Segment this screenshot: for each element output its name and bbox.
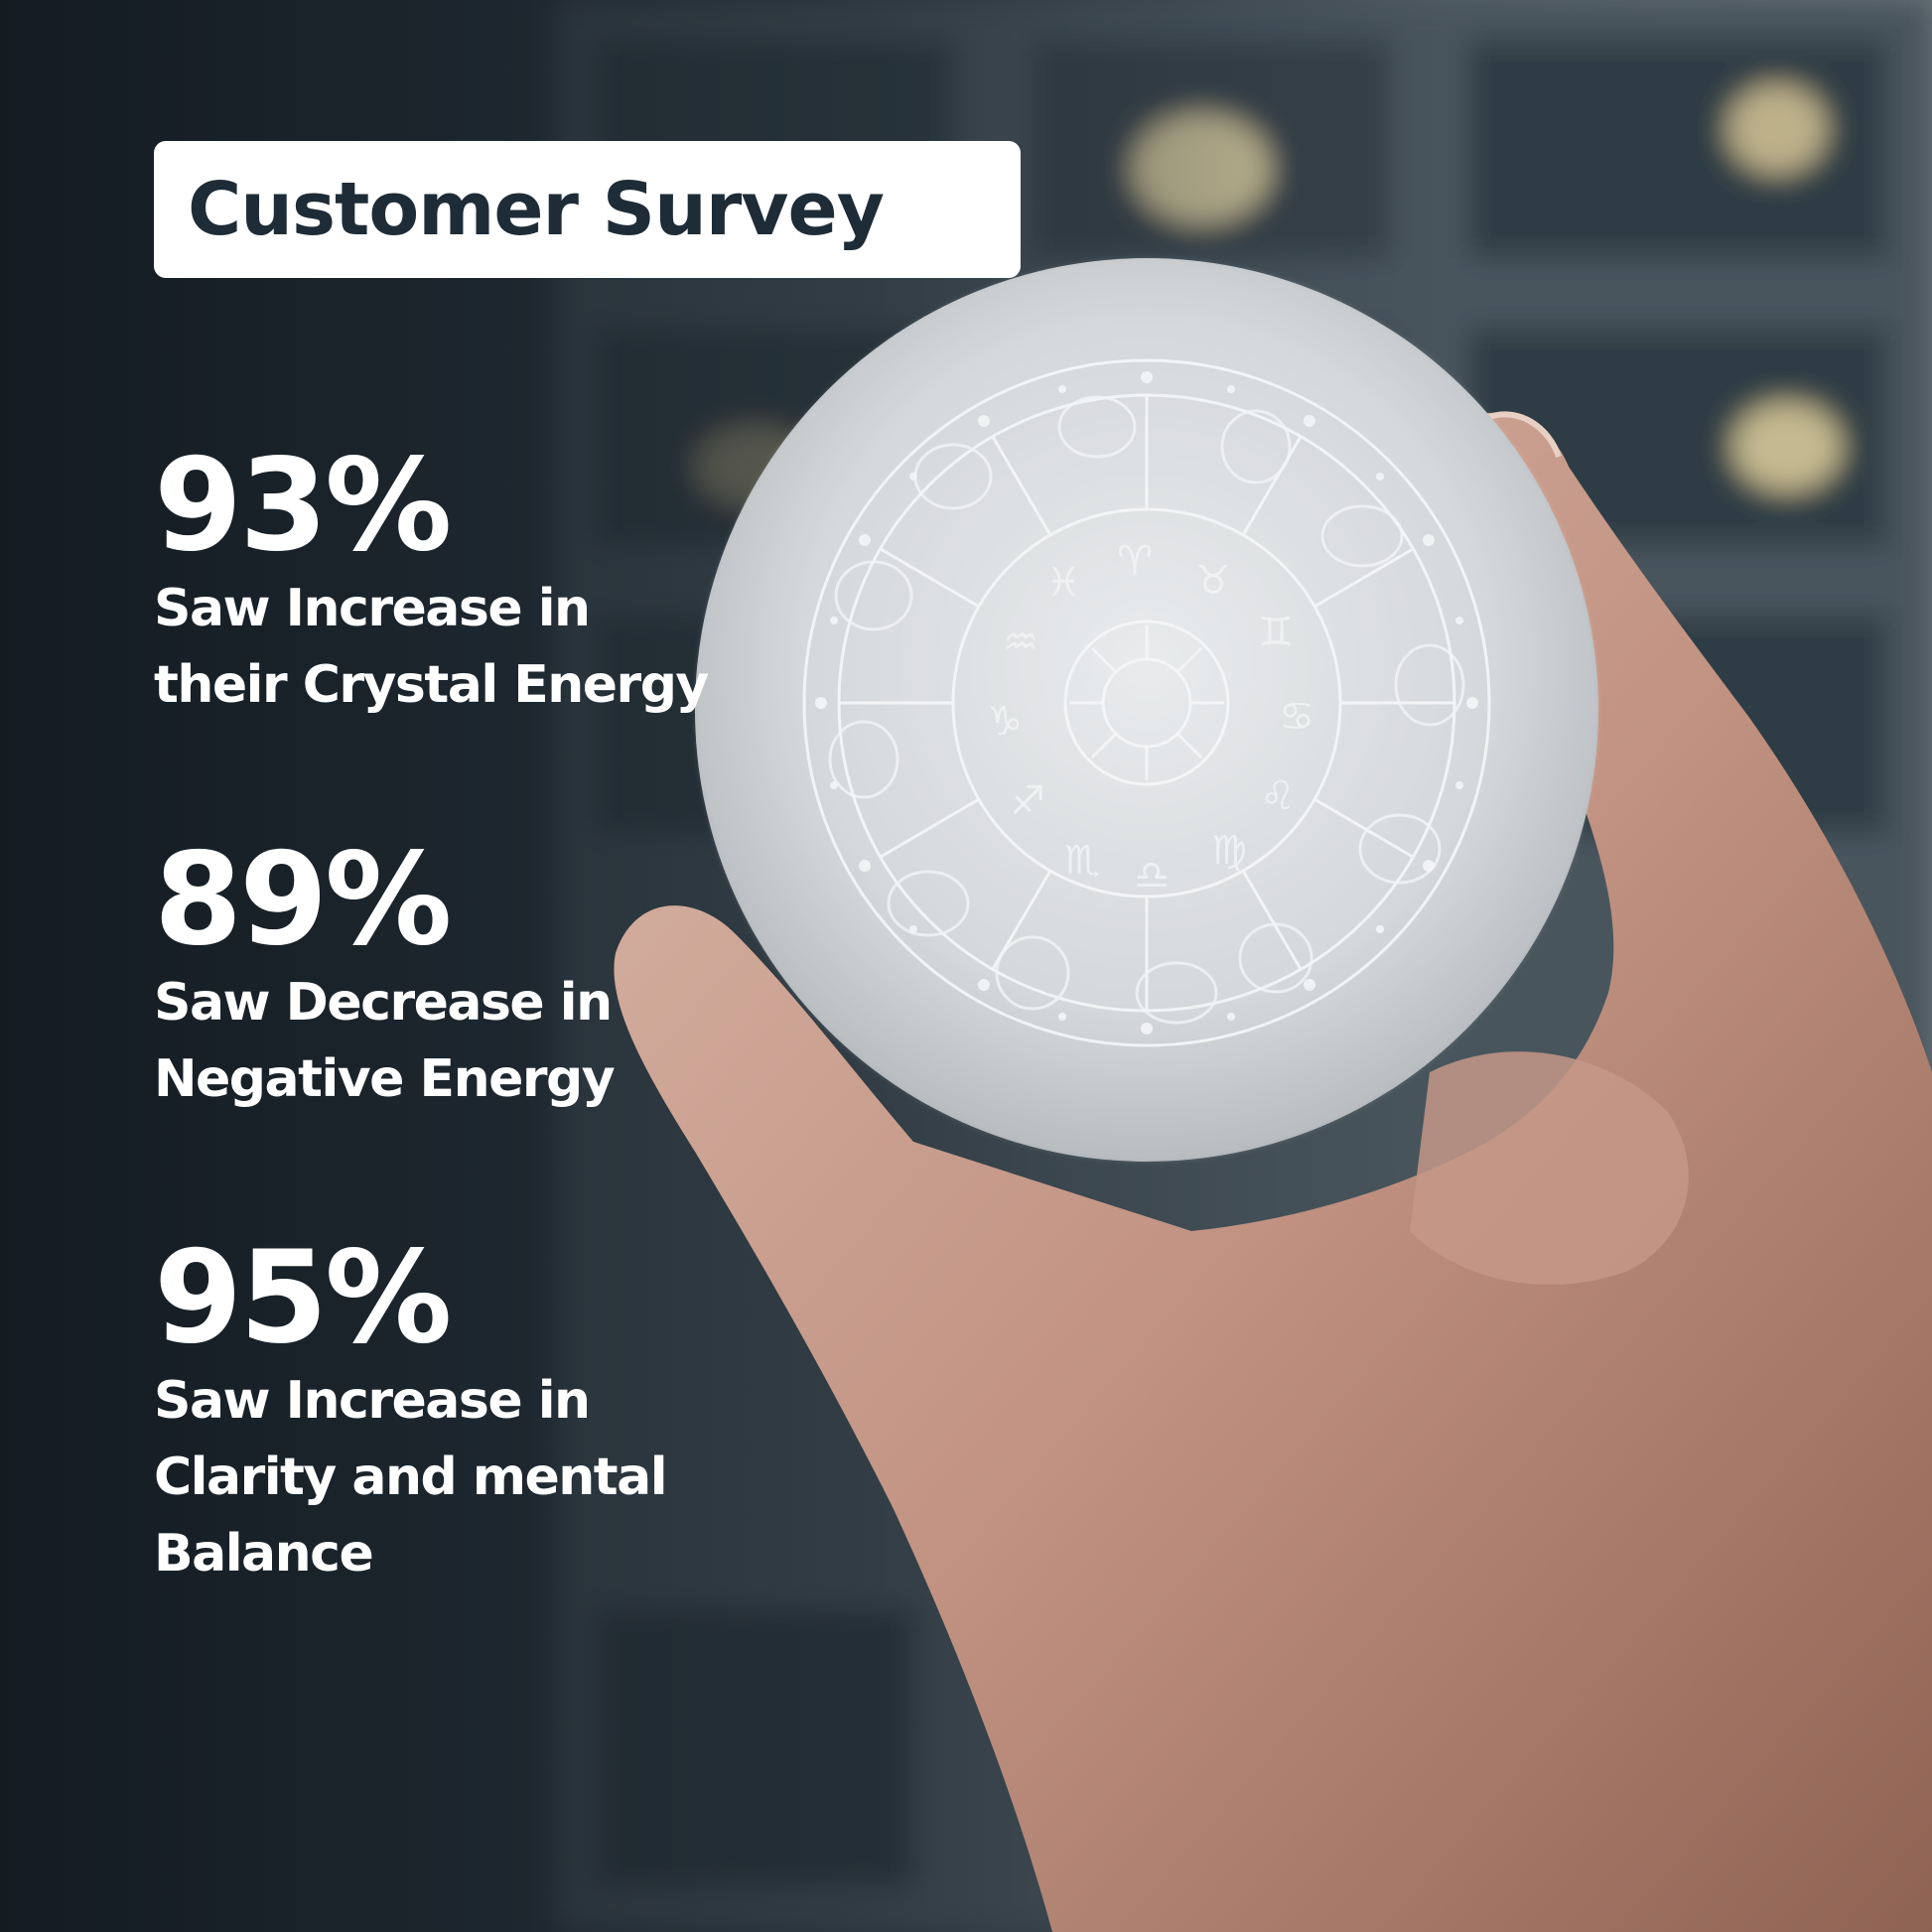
svg-text:♊: ♊ <box>1258 610 1294 655</box>
stat-value: 89% <box>154 826 452 974</box>
stat-negative-energy: 89% Saw Decrease in Negative Energy <box>154 836 849 1118</box>
stat-crystal-energy: 93% Saw Increase in their Crystal Energy <box>154 442 849 724</box>
stat-caption-line: Clarity and mental <box>154 1448 668 1507</box>
hand <box>614 411 1932 1932</box>
svg-text:♌: ♌ <box>1260 773 1296 819</box>
svg-text:♍: ♍ <box>1211 828 1247 874</box>
svg-text:♓: ♓ <box>1045 560 1081 606</box>
stat-value: 93% <box>154 432 452 580</box>
survey-title: Customer Survey <box>188 167 885 252</box>
svg-text:♉: ♉ <box>1195 558 1231 604</box>
zodiac-disc: ♈ ♉ ♊ ♋ ♌ ♍ ♎ ♏ ♐ ♑ ♒ ♓ <box>695 258 1598 1162</box>
survey-title-badge: Customer Survey <box>154 141 1021 278</box>
svg-text:♐: ♐ <box>1010 778 1045 824</box>
svg-text:♋: ♋ <box>1279 694 1314 740</box>
svg-text:♎: ♎ <box>1134 853 1170 898</box>
stat-caption-line: Saw Decrease in <box>154 973 613 1033</box>
svg-text:♏: ♏ <box>1064 838 1100 884</box>
stat-clarity-balance: 95% Saw Increase in Clarity and mental B… <box>154 1234 849 1592</box>
svg-text:♈: ♈ <box>1117 538 1153 584</box>
svg-text:♒: ♒ <box>1003 620 1038 665</box>
svg-text:♑: ♑ <box>987 699 1023 745</box>
stat-caption-line: their Crystal Energy <box>154 655 709 715</box>
stat-caption-line: Balance <box>154 1524 374 1584</box>
stat-caption-line: Saw Increase in <box>154 1371 591 1431</box>
stat-value: 95% <box>154 1224 452 1372</box>
stat-caption-line: Negative Energy <box>154 1049 616 1109</box>
stat-caption-line: Saw Increase in <box>154 579 591 638</box>
